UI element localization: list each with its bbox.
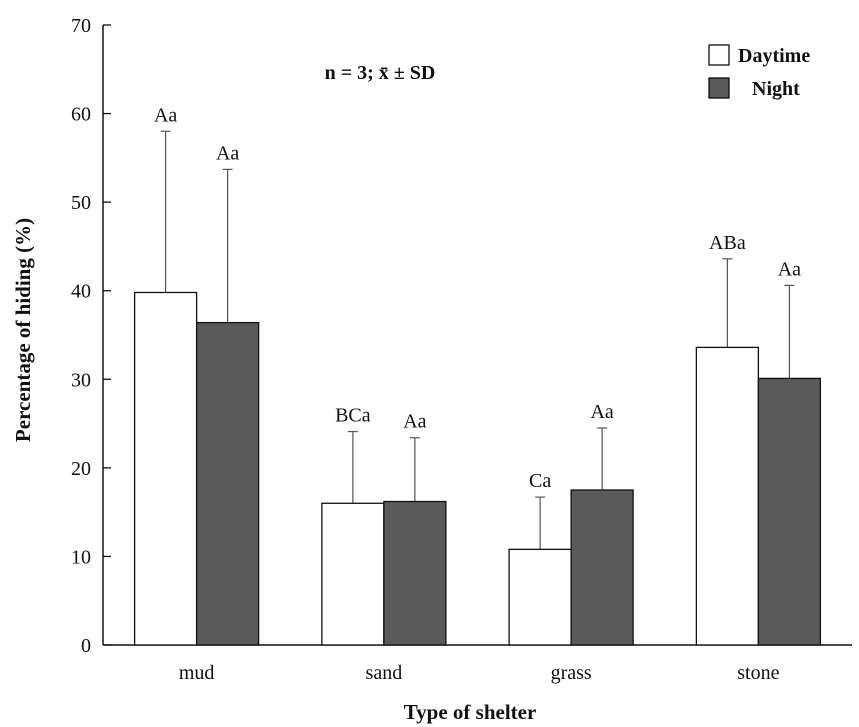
sig-label-night-grass: Aa (590, 401, 613, 423)
sig-label-daytime-stone: ABa (709, 232, 746, 254)
sig-label-daytime-grass: Ca (529, 470, 551, 492)
x-axis-title: Type of shelter (404, 700, 537, 724)
bar-daytime-grass (508, 548, 572, 646)
legend-label-daytime: Daytime (738, 45, 810, 67)
significance-labels: Aa BCa Ca ABa Aa Aa Aa Aa (154, 104, 801, 492)
y-tick-label: 50 (71, 192, 91, 214)
bar-daytime-stone (695, 346, 760, 646)
sig-label-daytime-mud: Aa (154, 104, 177, 126)
sample-size-annotation: n = 3; x̄ ± SD (325, 62, 436, 84)
error-bars (160, 130, 795, 550)
legend-swatch-night (708, 77, 730, 99)
bar-night-grass (570, 489, 634, 646)
x-tick-label: mud (179, 662, 215, 684)
sig-label-night-sand: Aa (403, 411, 426, 433)
bars (133, 291, 822, 646)
x-axis: mud sand grass stone (103, 644, 852, 684)
y-tick-label: 30 (71, 369, 91, 391)
x-tick-label: grass (551, 662, 592, 684)
y-tick-label: 0 (81, 635, 91, 657)
x-tick-label: sand (366, 662, 403, 684)
legend-swatch-daytime (708, 44, 730, 66)
y-tick-label: 20 (71, 458, 91, 480)
y-tick-label: 40 (71, 281, 91, 303)
sig-label-daytime-sand: BCa (335, 405, 371, 427)
legend-label-night: Night (752, 78, 800, 100)
bar-daytime-mud (133, 291, 198, 646)
y-tick-label: 10 (71, 546, 91, 568)
bar-night-mud (195, 321, 260, 646)
y-axis: 0 10 20 30 40 50 60 70 (71, 15, 111, 657)
y-tick-label: 70 (71, 15, 91, 37)
y-axis-title: Percentage of hiding (%) (11, 218, 35, 442)
bar-night-sand (383, 500, 447, 646)
sig-label-night-mud: Aa (216, 142, 239, 164)
y-tick-label: 60 (71, 104, 91, 126)
sig-label-night-stone: Aa (778, 258, 801, 280)
bar-daytime-sand (321, 502, 385, 646)
bar-night-stone (757, 377, 822, 646)
x-tick-label: stone (737, 662, 779, 684)
legend: Daytime Night (708, 44, 810, 100)
